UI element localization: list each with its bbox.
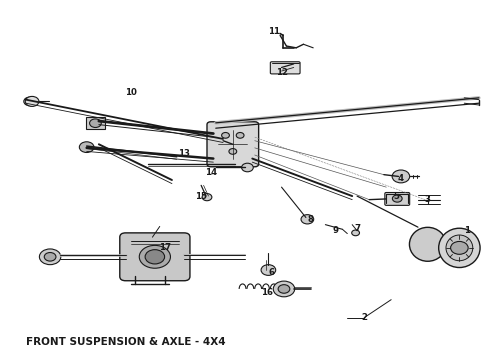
Circle shape	[24, 97, 35, 106]
Text: FRONT SUSPENSION & AXLE - 4X4: FRONT SUSPENSION & AXLE - 4X4	[26, 337, 225, 347]
Circle shape	[392, 170, 410, 183]
Text: 15: 15	[195, 192, 207, 201]
Text: 12: 12	[275, 68, 288, 77]
Circle shape	[261, 265, 276, 275]
Circle shape	[236, 132, 244, 138]
Text: 17: 17	[159, 243, 171, 252]
Circle shape	[221, 132, 229, 138]
Circle shape	[202, 194, 212, 201]
Ellipse shape	[410, 227, 446, 261]
Text: 13: 13	[178, 149, 190, 158]
Text: 11: 11	[268, 27, 280, 36]
Circle shape	[229, 149, 237, 154]
FancyBboxPatch shape	[207, 122, 259, 167]
Text: 8: 8	[308, 215, 314, 224]
Circle shape	[44, 252, 56, 261]
Text: 5: 5	[393, 192, 399, 201]
FancyBboxPatch shape	[385, 193, 410, 205]
Text: 9: 9	[332, 225, 338, 234]
Circle shape	[139, 246, 171, 268]
Circle shape	[301, 215, 314, 224]
Text: 2: 2	[361, 313, 368, 322]
Circle shape	[90, 119, 101, 127]
Text: 1: 1	[464, 225, 470, 234]
Circle shape	[79, 142, 94, 153]
Circle shape	[25, 96, 39, 107]
Circle shape	[242, 163, 253, 172]
Text: 3: 3	[425, 195, 431, 204]
Circle shape	[352, 230, 360, 236]
Ellipse shape	[446, 235, 473, 261]
Text: 10: 10	[124, 88, 136, 97]
FancyBboxPatch shape	[86, 117, 105, 129]
Circle shape	[39, 249, 61, 265]
Circle shape	[392, 195, 402, 202]
Circle shape	[451, 242, 468, 254]
Text: 7: 7	[354, 224, 360, 233]
Ellipse shape	[439, 228, 480, 267]
Text: 6: 6	[269, 268, 275, 277]
Text: 4: 4	[398, 174, 404, 183]
Text: 14: 14	[205, 168, 217, 177]
Circle shape	[273, 281, 294, 297]
Circle shape	[145, 249, 165, 264]
FancyBboxPatch shape	[270, 62, 300, 74]
Circle shape	[278, 285, 290, 293]
FancyBboxPatch shape	[120, 233, 190, 281]
Text: 16: 16	[261, 288, 273, 297]
